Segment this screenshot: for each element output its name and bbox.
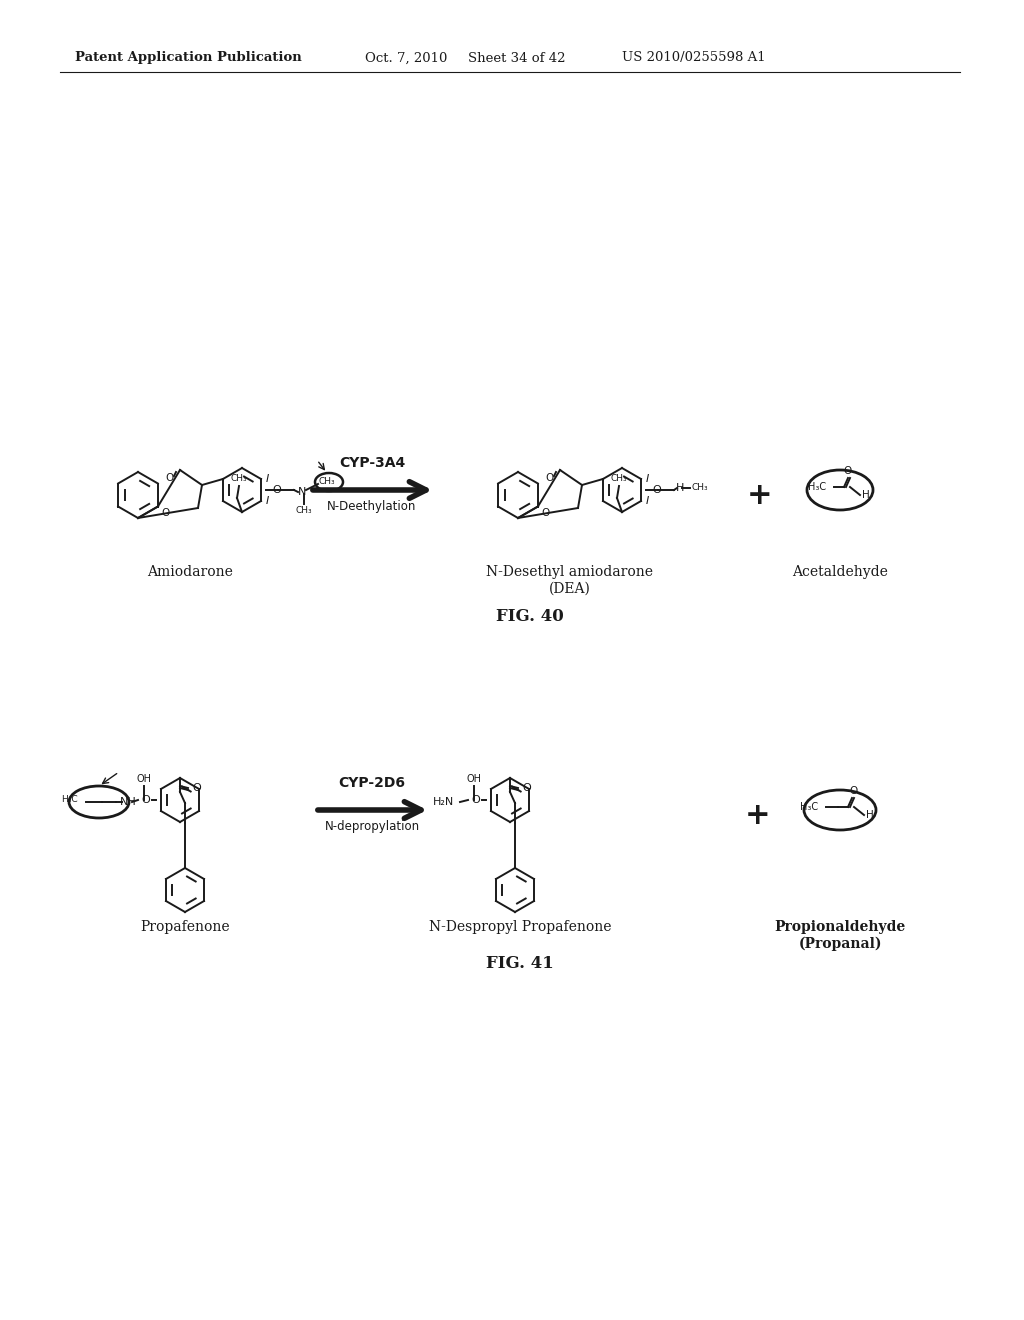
Text: FIG. 40: FIG. 40 bbox=[496, 609, 564, 624]
Text: CH₃: CH₃ bbox=[610, 474, 628, 483]
Text: O: O bbox=[522, 783, 530, 793]
Text: Oct. 7, 2010: Oct. 7, 2010 bbox=[365, 51, 447, 65]
Text: H₂N: H₂N bbox=[433, 797, 454, 807]
Text: O: O bbox=[272, 484, 281, 495]
Text: O: O bbox=[850, 785, 858, 796]
Text: O: O bbox=[193, 783, 201, 793]
Text: I: I bbox=[266, 496, 269, 506]
Text: +: + bbox=[745, 800, 771, 829]
Text: O: O bbox=[141, 795, 150, 805]
Text: FIG. 41: FIG. 41 bbox=[486, 954, 554, 972]
Text: +: + bbox=[748, 480, 773, 510]
Text: O: O bbox=[844, 466, 852, 477]
Text: O: O bbox=[471, 795, 480, 805]
Text: O: O bbox=[546, 473, 554, 483]
Text: N: N bbox=[298, 487, 306, 498]
Text: Propafenone: Propafenone bbox=[140, 920, 229, 935]
Text: H₃C: H₃C bbox=[800, 803, 818, 812]
Text: CH₃: CH₃ bbox=[230, 474, 248, 483]
Text: US 2010/0255598 A1: US 2010/0255598 A1 bbox=[622, 51, 766, 65]
Text: N-Deethylation: N-Deethylation bbox=[328, 500, 417, 513]
Text: N-Desethyl amiodarone
(DEA): N-Desethyl amiodarone (DEA) bbox=[486, 565, 653, 595]
Text: NH: NH bbox=[120, 797, 136, 807]
Text: CH₃: CH₃ bbox=[318, 478, 335, 487]
Text: N-depropylation: N-depropylation bbox=[325, 820, 420, 833]
Text: Sheet 34 of 42: Sheet 34 of 42 bbox=[468, 51, 565, 65]
Text: OH: OH bbox=[467, 774, 481, 784]
Text: CH₃: CH₃ bbox=[692, 483, 709, 492]
Text: Propionaldehyde
(Propanal): Propionaldehyde (Propanal) bbox=[774, 920, 905, 950]
Text: Acetaldehyde: Acetaldehyde bbox=[792, 565, 888, 579]
Text: CYP-3A4: CYP-3A4 bbox=[339, 455, 406, 470]
Text: OH: OH bbox=[136, 774, 152, 784]
Text: O: O bbox=[652, 484, 660, 495]
Text: O: O bbox=[166, 473, 174, 483]
Text: H: H bbox=[866, 810, 873, 820]
Text: O: O bbox=[161, 508, 169, 517]
Text: Amiodarone: Amiodarone bbox=[147, 565, 232, 579]
Text: Patent Application Publication: Patent Application Publication bbox=[75, 51, 302, 65]
Text: CH₃: CH₃ bbox=[296, 506, 312, 515]
Text: I: I bbox=[646, 496, 649, 506]
Text: H₃C: H₃C bbox=[808, 482, 826, 492]
Text: O: O bbox=[541, 508, 549, 517]
Text: H₃C: H₃C bbox=[61, 796, 78, 804]
Text: I: I bbox=[646, 474, 649, 484]
Text: H: H bbox=[676, 483, 684, 492]
Text: H: H bbox=[862, 490, 869, 500]
Text: N-Despropyl Propafenone: N-Despropyl Propafenone bbox=[429, 920, 611, 935]
Text: CYP-2D6: CYP-2D6 bbox=[339, 776, 406, 789]
Text: I: I bbox=[266, 474, 269, 484]
